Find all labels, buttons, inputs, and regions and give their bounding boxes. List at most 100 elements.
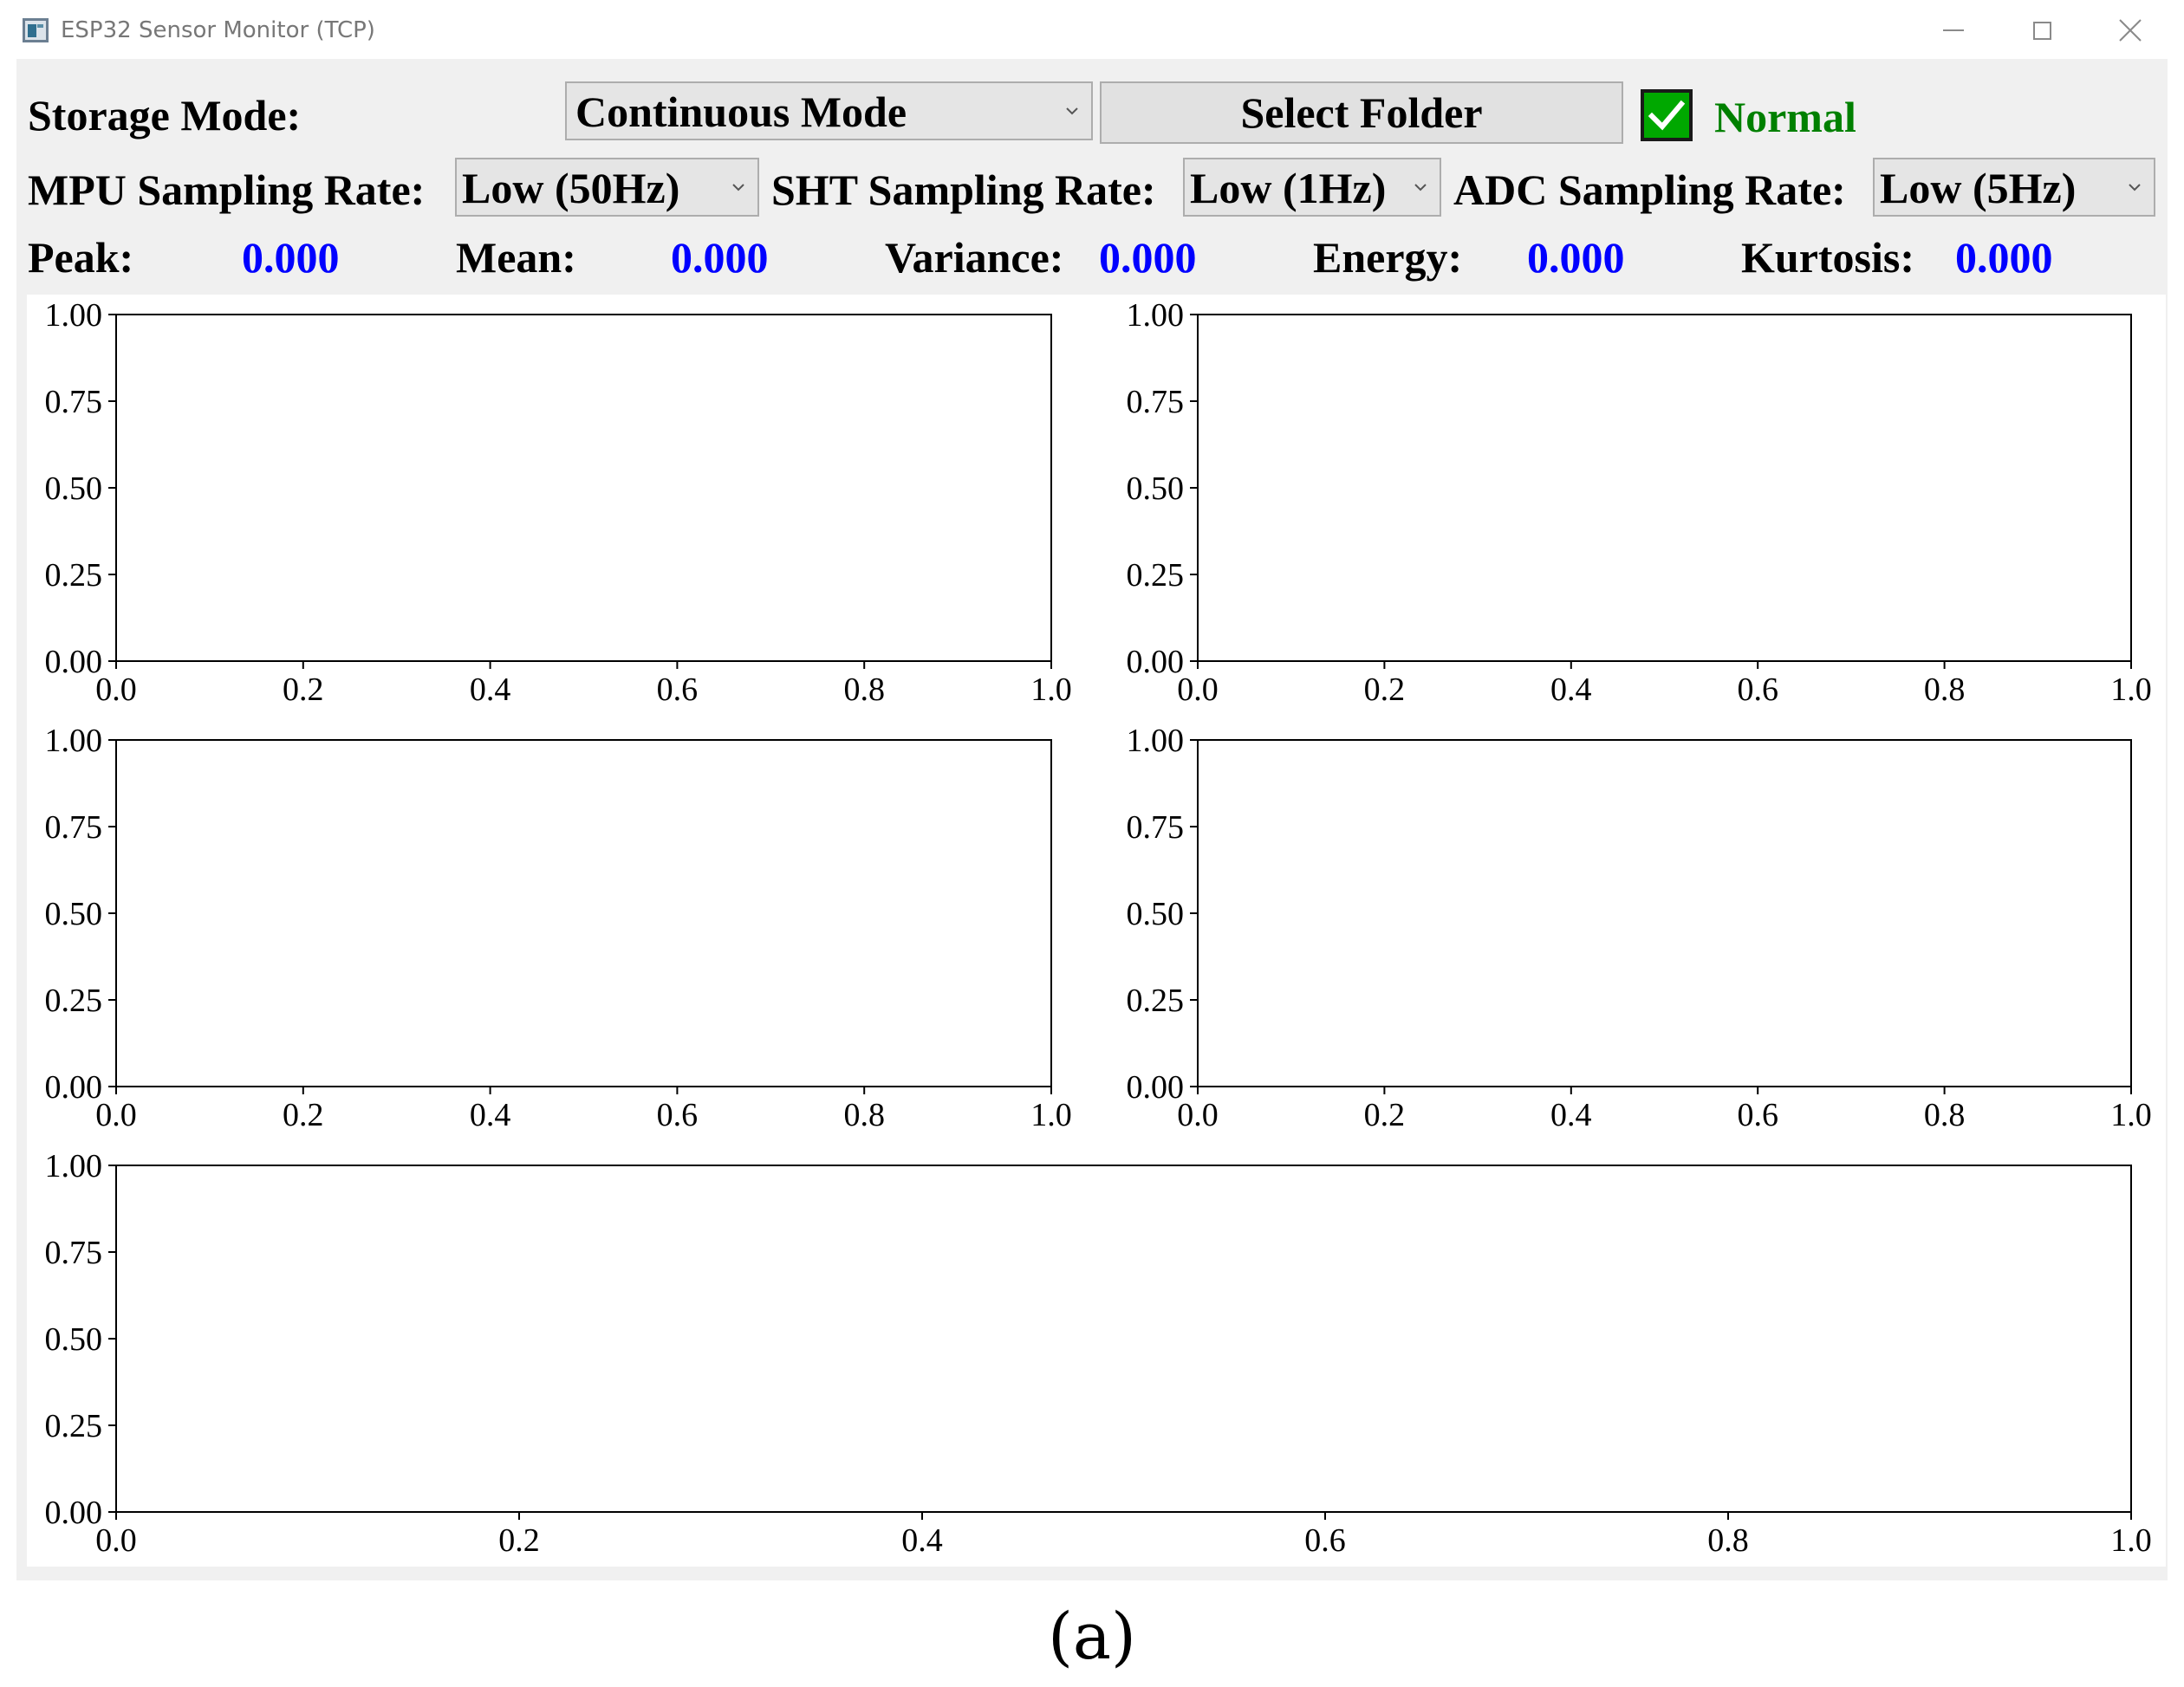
y-tick-label: 0.00 bbox=[45, 644, 103, 680]
x-tick-label: 1.0 bbox=[2110, 672, 2152, 708]
x-tick-label: 1.0 bbox=[2110, 1522, 2152, 1559]
x-tick-label: 0.4 bbox=[470, 672, 511, 708]
x-tick-label: 0.0 bbox=[95, 1097, 137, 1133]
mpu-sampling-rate-value: Low (50Hz) bbox=[462, 164, 680, 212]
plot-frame bbox=[115, 314, 1052, 662]
y-tick-label: 0.50 bbox=[45, 470, 103, 507]
y-tick-label: 0.25 bbox=[1127, 557, 1185, 594]
plot-2: 0.0 0.2 0.4 0.6 0.8 1.0 0.00 0.25 0.50 0.75 1.00 bbox=[1127, 297, 2152, 708]
y-tick-label: 0.00 bbox=[1127, 1069, 1185, 1106]
energy-label: Energy: bbox=[1313, 233, 1463, 282]
y-tick-label: 1.00 bbox=[1127, 723, 1185, 759]
figure-caption: (a) bbox=[1048, 1599, 1136, 1674]
maximize-button[interactable] bbox=[2009, 7, 2075, 54]
y-tick-label: 0.25 bbox=[45, 557, 103, 594]
y-tick-label: 0.75 bbox=[45, 384, 103, 420]
x-tick-label: 0.0 bbox=[1177, 1097, 1219, 1133]
window-title-bar[interactable]: ESP32 Sensor Monitor (TCP) bbox=[0, 0, 2184, 59]
plot-frame bbox=[1197, 739, 2132, 1087]
chevron-down-icon bbox=[732, 184, 744, 191]
peak-label: Peak: bbox=[28, 233, 134, 282]
y-tick-label: 0.75 bbox=[1127, 384, 1185, 420]
storage-mode-dropdown[interactable]: Continuous Mode bbox=[565, 81, 1093, 140]
plot-frame bbox=[115, 1165, 2132, 1513]
x-tick-label: 0.0 bbox=[1177, 672, 1219, 708]
y-tick-label: 1.00 bbox=[1127, 297, 1185, 334]
x-tick-label: 1.0 bbox=[1030, 672, 1072, 708]
plot-4: 0.0 0.2 0.4 0.6 0.8 1.0 0.00 0.25 0.50 0.75 1.00 bbox=[1127, 723, 2152, 1133]
x-tick-label: 0.8 bbox=[843, 1097, 885, 1133]
peak-value: 0.000 bbox=[242, 233, 340, 282]
y-tick-label: 1.00 bbox=[45, 297, 103, 334]
adc-sampling-rate-label: ADC Sampling Rate: bbox=[1453, 165, 1846, 214]
x-tick-label: 0.4 bbox=[1550, 1097, 1592, 1133]
close-icon bbox=[2119, 19, 2142, 42]
x-tick-label: 0.6 bbox=[657, 1097, 699, 1133]
sht-sampling-rate-dropdown[interactable]: Low (1Hz) bbox=[1183, 158, 1441, 217]
variance-label: Variance: bbox=[885, 233, 1064, 282]
status-checkbox[interactable] bbox=[1641, 89, 1693, 141]
storage-mode-label: Storage Mode: bbox=[28, 91, 302, 140]
chevron-down-icon bbox=[2129, 184, 2141, 191]
app-icon bbox=[23, 18, 49, 42]
x-tick-label: 0.4 bbox=[1550, 672, 1592, 708]
adc-sampling-rate-value: Low (5Hz) bbox=[1880, 164, 2077, 212]
x-tick-label: 0.6 bbox=[1737, 1097, 1778, 1133]
mpu-sampling-rate-dropdown[interactable]: Low (50Hz) bbox=[455, 158, 759, 217]
close-button[interactable] bbox=[2097, 7, 2163, 54]
plots-figure: 0.0 0.2 0.4 0.6 0.8 1.0 0.00 0.25 0.50 0.75 1.00 0.… bbox=[45, 297, 2152, 1559]
plot-canvas: 0.0 0.2 0.4 0.6 0.8 1.0 0.00 0.25 0.50 0.75 1.00 0.… bbox=[27, 295, 2166, 1567]
checkmark-icon bbox=[1648, 100, 1686, 131]
chevron-down-icon bbox=[1414, 184, 1427, 191]
minimize-icon bbox=[1943, 29, 1964, 31]
variance-value: 0.000 bbox=[1099, 233, 1197, 282]
y-tick-label: 0.25 bbox=[45, 983, 103, 1019]
mpu-sampling-rate-label: MPU Sampling Rate: bbox=[28, 165, 426, 214]
x-tick-label: 0.8 bbox=[1924, 672, 1966, 708]
x-tick-label: 0.8 bbox=[1924, 1097, 1966, 1133]
x-tick-label: 0.2 bbox=[283, 1097, 324, 1133]
x-tick-label: 0.2 bbox=[1364, 1097, 1406, 1133]
x-tick-label: 0.2 bbox=[283, 672, 324, 708]
window-title: ESP32 Sensor Monitor (TCP) bbox=[61, 17, 375, 43]
select-folder-label: Select Folder bbox=[1240, 88, 1483, 137]
x-tick-label: 0.6 bbox=[1737, 672, 1778, 708]
x-tick-label: 0.6 bbox=[657, 672, 699, 708]
y-tick-label: 1.00 bbox=[45, 723, 103, 759]
kurtosis-label: Kurtosis: bbox=[1741, 233, 1914, 282]
x-tick-label: 1.0 bbox=[2110, 1097, 2152, 1133]
mean-label: Mean: bbox=[456, 233, 576, 282]
x-tick-label: 0.2 bbox=[498, 1522, 540, 1559]
y-tick-label: 0.50 bbox=[45, 896, 103, 932]
storage-mode-value: Continuous Mode bbox=[575, 88, 907, 136]
x-tick-label: 0.4 bbox=[470, 1097, 511, 1133]
x-tick-label: 0.2 bbox=[1364, 672, 1406, 708]
plot-frame bbox=[115, 739, 1052, 1087]
y-tick-label: 1.00 bbox=[45, 1148, 103, 1184]
y-tick-label: 0.25 bbox=[1127, 983, 1185, 1019]
y-tick-label: 0.75 bbox=[1127, 809, 1185, 846]
minimize-button[interactable] bbox=[1921, 7, 1986, 54]
energy-value: 0.000 bbox=[1527, 233, 1625, 282]
y-tick-label: 0.50 bbox=[45, 1321, 103, 1358]
select-folder-button[interactable]: Select Folder bbox=[1100, 81, 1623, 144]
sht-sampling-rate-value: Low (1Hz) bbox=[1190, 164, 1387, 212]
x-tick-label: 0.0 bbox=[95, 1522, 137, 1559]
chevron-down-icon bbox=[1066, 107, 1078, 115]
mean-value: 0.000 bbox=[671, 233, 769, 282]
y-tick-label: 0.75 bbox=[45, 1235, 103, 1271]
x-tick-label: 0.8 bbox=[1707, 1522, 1749, 1559]
y-tick-label: 0.00 bbox=[1127, 644, 1185, 680]
y-tick-label: 0.00 bbox=[45, 1495, 103, 1531]
y-tick-label: 0.25 bbox=[45, 1408, 103, 1444]
sht-sampling-rate-label: SHT Sampling Rate: bbox=[771, 165, 1156, 214]
x-tick-label: 0.8 bbox=[843, 672, 885, 708]
plot-frame bbox=[1197, 314, 2132, 662]
plot-3: 0.0 0.2 0.4 0.6 0.8 1.0 0.00 0.25 0.50 0.75 1.00 bbox=[45, 723, 1072, 1133]
y-tick-label: 0.75 bbox=[45, 809, 103, 846]
plot-5: 0.0 0.2 0.4 0.6 0.8 1.0 0.00 0.25 0.50 0.75 1.00 bbox=[45, 1148, 2152, 1559]
status-label: Normal bbox=[1714, 93, 1856, 141]
x-tick-label: 1.0 bbox=[1030, 1097, 1072, 1133]
x-tick-label: 0.4 bbox=[901, 1522, 943, 1559]
adc-sampling-rate-dropdown[interactable]: Low (5Hz) bbox=[1873, 158, 2155, 217]
